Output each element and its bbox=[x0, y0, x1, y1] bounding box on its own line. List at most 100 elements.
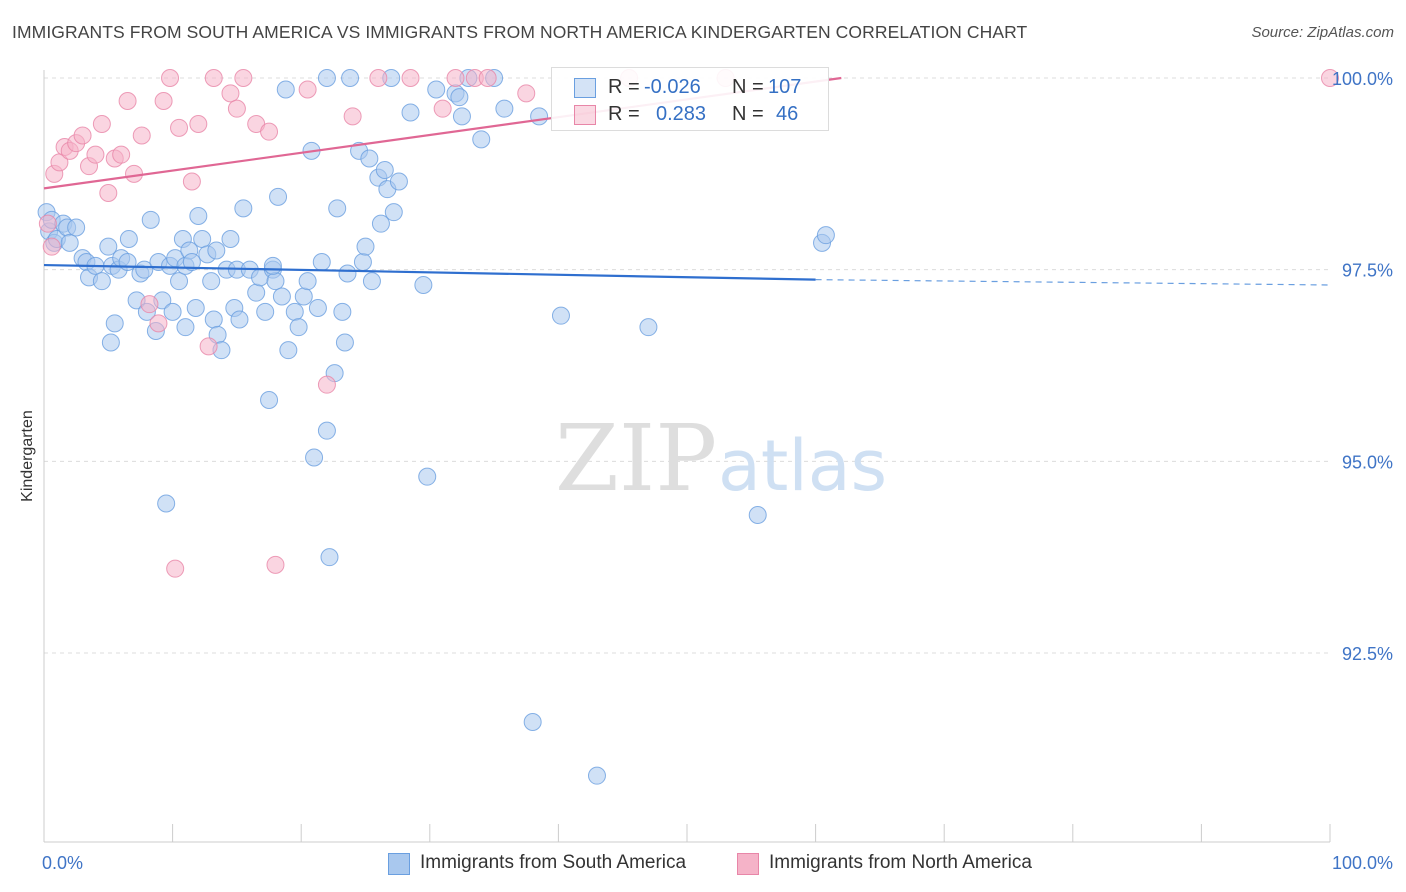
trend-line-extension-south-america bbox=[815, 279, 1331, 286]
point-south-america bbox=[450, 88, 469, 107]
legend-swatch-north-america bbox=[737, 853, 759, 875]
stats-box: R = -0.026 N = 107 R = 0.283 N = 46 bbox=[551, 67, 829, 131]
n-value: 107 bbox=[768, 76, 802, 98]
point-south-america bbox=[170, 272, 189, 291]
point-south-america bbox=[263, 256, 282, 275]
point-south-america bbox=[119, 230, 138, 248]
legend-item-north-america[interactable]: Immigrants from North America bbox=[737, 851, 1067, 877]
point-south-america bbox=[204, 310, 223, 329]
point-south-america bbox=[189, 207, 208, 225]
y-tick-labels: 92.5% 95.0% 97.5% 100.0% bbox=[1332, 69, 1393, 664]
point-south-america bbox=[230, 310, 249, 329]
point-south-america bbox=[186, 299, 205, 317]
point-south-america bbox=[141, 210, 160, 229]
point-south-america bbox=[60, 233, 79, 252]
point-south-america bbox=[67, 218, 86, 237]
point-north-america bbox=[132, 126, 151, 145]
point-north-america bbox=[154, 92, 173, 110]
point-south-america bbox=[308, 299, 327, 317]
point-north-america bbox=[199, 337, 218, 356]
point-south-america bbox=[135, 260, 154, 279]
point-north-america bbox=[140, 295, 159, 314]
point-south-america bbox=[266, 272, 285, 291]
point-north-america bbox=[234, 69, 253, 87]
point-south-america bbox=[320, 548, 339, 567]
point-south-america bbox=[639, 318, 658, 337]
point-north-america bbox=[433, 99, 452, 118]
r-value: 0.283 bbox=[656, 103, 707, 125]
n-label: N = bbox=[732, 103, 764, 125]
point-south-america bbox=[294, 287, 313, 306]
point-south-america bbox=[414, 276, 433, 294]
legend-item-south-america[interactable]: Immigrants from South America bbox=[388, 851, 718, 877]
point-south-america bbox=[221, 230, 240, 248]
gridlines bbox=[44, 77, 1330, 654]
r-label: R = bbox=[608, 103, 640, 125]
point-south-america bbox=[99, 237, 118, 256]
point-north-america bbox=[204, 69, 223, 87]
point-south-america bbox=[276, 80, 295, 99]
point-south-america bbox=[362, 272, 381, 291]
point-south-america bbox=[285, 302, 304, 321]
point-south-america bbox=[418, 467, 437, 486]
point-north-america bbox=[161, 69, 180, 87]
point-south-america bbox=[551, 306, 570, 325]
point-south-america bbox=[338, 264, 357, 283]
point-south-america bbox=[530, 107, 549, 126]
r-value: -0.026 bbox=[644, 76, 701, 98]
point-south-america bbox=[333, 302, 352, 321]
point-south-america bbox=[202, 272, 221, 291]
point-south-america bbox=[816, 226, 835, 245]
x-tick-label: 100.0% bbox=[1332, 853, 1393, 873]
y-tick-label: 97.5% bbox=[1342, 261, 1393, 281]
point-south-america bbox=[105, 314, 124, 333]
x-tick-labels: 0.0% 100.0% bbox=[42, 853, 1393, 873]
data-points bbox=[37, 69, 1339, 785]
point-north-america bbox=[166, 559, 185, 578]
point-south-america bbox=[371, 214, 390, 233]
stats-row-south-america: R = -0.026 N = 107 bbox=[552, 74, 828, 102]
point-north-america bbox=[125, 164, 144, 183]
point-north-america bbox=[149, 314, 168, 333]
point-south-america bbox=[247, 283, 266, 302]
y-tick-label: 92.5% bbox=[1342, 644, 1393, 664]
point-south-america bbox=[748, 506, 767, 524]
point-north-america bbox=[478, 69, 497, 87]
point-north-america bbox=[86, 145, 105, 164]
point-north-america bbox=[298, 80, 317, 99]
point-north-america bbox=[99, 184, 118, 202]
point-south-america bbox=[317, 69, 336, 87]
point-south-america bbox=[389, 172, 408, 191]
point-south-america bbox=[401, 103, 420, 122]
point-north-america bbox=[118, 92, 137, 110]
stats-row-north-america: R = 0.283 N = 46 bbox=[552, 101, 828, 129]
point-north-america bbox=[182, 172, 201, 191]
point-south-america bbox=[341, 69, 360, 87]
point-south-america bbox=[176, 318, 195, 337]
point-north-america bbox=[38, 214, 57, 233]
point-north-america bbox=[92, 115, 111, 133]
legend-label: Immigrants from South America bbox=[420, 852, 687, 873]
point-south-america bbox=[163, 302, 182, 321]
point-south-america bbox=[356, 237, 375, 256]
watermark: ZIP atlas bbox=[555, 405, 887, 512]
point-south-america bbox=[360, 149, 379, 168]
point-north-america bbox=[317, 375, 336, 394]
point-north-america bbox=[73, 126, 92, 145]
point-south-america bbox=[317, 421, 336, 440]
point-south-america bbox=[260, 391, 279, 409]
point-south-america bbox=[452, 107, 471, 126]
point-south-america bbox=[472, 130, 491, 149]
point-south-america bbox=[101, 333, 120, 352]
source-credit: Source: ZipAtlas.com bbox=[1251, 24, 1394, 41]
point-south-america bbox=[312, 253, 331, 271]
point-south-america bbox=[305, 448, 324, 467]
watermark-zip: ZIP bbox=[555, 405, 717, 512]
point-south-america bbox=[272, 287, 291, 306]
point-north-america bbox=[369, 69, 388, 87]
point-south-america bbox=[157, 494, 176, 513]
stats-swatch-north-america bbox=[574, 105, 596, 125]
point-north-america bbox=[343, 107, 362, 126]
point-south-america bbox=[193, 230, 212, 248]
